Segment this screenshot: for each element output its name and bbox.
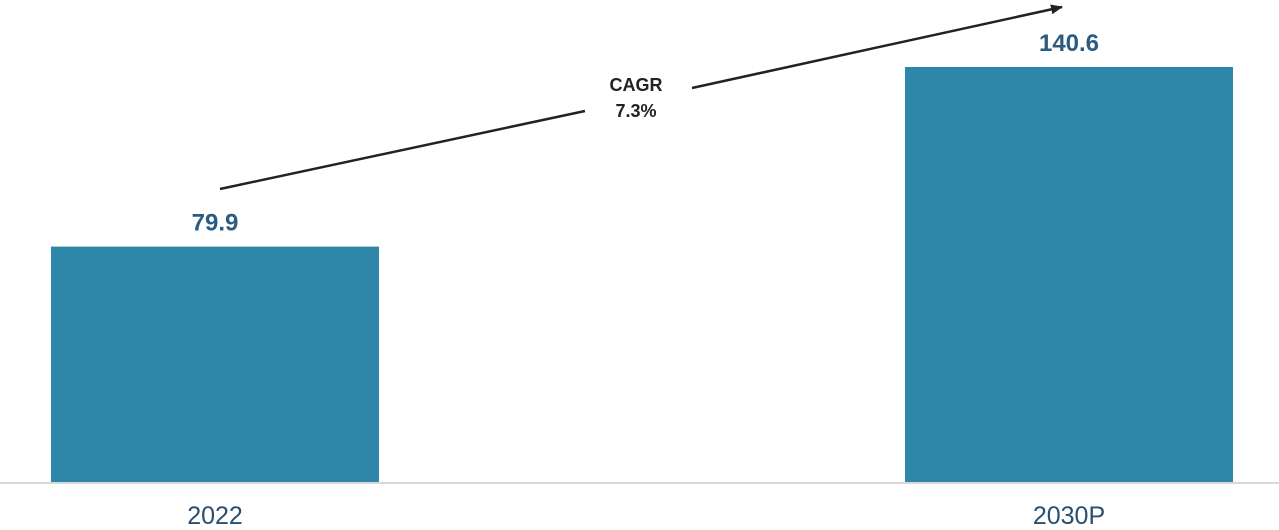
- bar-2022: [51, 246, 379, 483]
- x-tick-label-2030p: 2030P: [1033, 502, 1105, 530]
- data-label-2030p: 140.6: [1039, 30, 1099, 57]
- cagr-label: CAGR: [610, 75, 663, 95]
- cagr-arrow-head: [691, 4, 1063, 90]
- x-tick-label-2022: 2022: [187, 502, 243, 530]
- bar-2030p: [905, 67, 1233, 483]
- data-label-2022: 79.9: [192, 210, 239, 237]
- cagr-arrow-tail: [219, 109, 586, 191]
- cagr-value: 7.3%: [615, 101, 656, 121]
